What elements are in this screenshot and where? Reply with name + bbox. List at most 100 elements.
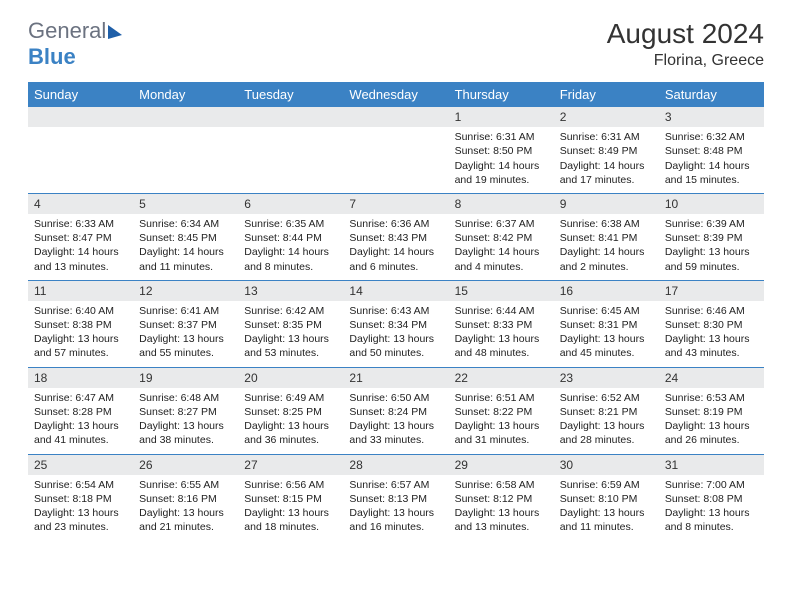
sunset-line: Sunset: 8:16 PM [139, 492, 232, 506]
daylight-line: Daylight: 14 hours and 17 minutes. [560, 159, 653, 187]
calendar-day-cell: 26Sunrise: 6:55 AMSunset: 8:16 PMDayligh… [133, 454, 238, 540]
calendar-day-cell: 8Sunrise: 6:37 AMSunset: 8:42 PMDaylight… [449, 193, 554, 280]
day-number: 26 [133, 455, 238, 475]
day-content: Sunrise: 6:31 AMSunset: 8:49 PMDaylight:… [554, 127, 659, 193]
day-content: Sunrise: 6:39 AMSunset: 8:39 PMDaylight:… [659, 214, 764, 280]
calendar-body: 1Sunrise: 6:31 AMSunset: 8:50 PMDaylight… [28, 107, 764, 540]
sunset-line: Sunset: 8:12 PM [455, 492, 548, 506]
daylight-line: Daylight: 13 hours and 45 minutes. [560, 332, 653, 360]
calendar-day-cell: 24Sunrise: 6:53 AMSunset: 8:19 PMDayligh… [659, 367, 764, 454]
column-header: Monday [133, 82, 238, 107]
day-number: 18 [28, 368, 133, 388]
calendar-day-cell: 17Sunrise: 6:46 AMSunset: 8:30 PMDayligh… [659, 280, 764, 367]
day-content: Sunrise: 6:51 AMSunset: 8:22 PMDaylight:… [449, 388, 554, 454]
daylight-line: Daylight: 13 hours and 43 minutes. [665, 332, 758, 360]
day-number: 5 [133, 194, 238, 214]
column-header: Tuesday [238, 82, 343, 107]
daylight-line: Daylight: 14 hours and 13 minutes. [34, 245, 127, 273]
sunrise-line: Sunrise: 6:56 AM [244, 478, 337, 492]
day-number-empty [238, 107, 343, 127]
sunrise-line: Sunrise: 6:36 AM [349, 217, 442, 231]
daylight-line: Daylight: 14 hours and 19 minutes. [455, 159, 548, 187]
daylight-line: Daylight: 13 hours and 28 minutes. [560, 419, 653, 447]
day-content: Sunrise: 6:58 AMSunset: 8:12 PMDaylight:… [449, 475, 554, 541]
day-content: Sunrise: 6:43 AMSunset: 8:34 PMDaylight:… [343, 301, 448, 367]
daylight-line: Daylight: 13 hours and 48 minutes. [455, 332, 548, 360]
day-number: 28 [343, 455, 448, 475]
sunset-line: Sunset: 8:30 PM [665, 318, 758, 332]
calendar-day-cell: 25Sunrise: 6:54 AMSunset: 8:18 PMDayligh… [28, 454, 133, 540]
daylight-line: Daylight: 13 hours and 8 minutes. [665, 506, 758, 534]
sunrise-line: Sunrise: 6:53 AM [665, 391, 758, 405]
calendar-day-cell: 22Sunrise: 6:51 AMSunset: 8:22 PMDayligh… [449, 367, 554, 454]
daylight-line: Daylight: 13 hours and 33 minutes. [349, 419, 442, 447]
day-number: 6 [238, 194, 343, 214]
day-content: Sunrise: 6:59 AMSunset: 8:10 PMDaylight:… [554, 475, 659, 541]
day-content: Sunrise: 6:35 AMSunset: 8:44 PMDaylight:… [238, 214, 343, 280]
day-content: Sunrise: 6:57 AMSunset: 8:13 PMDaylight:… [343, 475, 448, 541]
sunrise-line: Sunrise: 6:44 AM [455, 304, 548, 318]
daylight-line: Daylight: 14 hours and 4 minutes. [455, 245, 548, 273]
sunset-line: Sunset: 8:31 PM [560, 318, 653, 332]
daylight-line: Daylight: 13 hours and 13 minutes. [455, 506, 548, 534]
calendar-week-row: 4Sunrise: 6:33 AMSunset: 8:47 PMDaylight… [28, 193, 764, 280]
day-content: Sunrise: 6:36 AMSunset: 8:43 PMDaylight:… [343, 214, 448, 280]
sunrise-line: Sunrise: 6:57 AM [349, 478, 442, 492]
daylight-line: Daylight: 13 hours and 23 minutes. [34, 506, 127, 534]
logo-word2: Blue [28, 44, 76, 69]
sunrise-line: Sunrise: 6:47 AM [34, 391, 127, 405]
calendar-day-cell: 11Sunrise: 6:40 AMSunset: 8:38 PMDayligh… [28, 280, 133, 367]
day-content: Sunrise: 6:45 AMSunset: 8:31 PMDaylight:… [554, 301, 659, 367]
daylight-line: Daylight: 13 hours and 53 minutes. [244, 332, 337, 360]
day-content: Sunrise: 6:33 AMSunset: 8:47 PMDaylight:… [28, 214, 133, 280]
day-content: Sunrise: 6:55 AMSunset: 8:16 PMDaylight:… [133, 475, 238, 541]
sunrise-line: Sunrise: 6:34 AM [139, 217, 232, 231]
day-number: 1 [449, 107, 554, 127]
calendar-day-cell: 21Sunrise: 6:50 AMSunset: 8:24 PMDayligh… [343, 367, 448, 454]
day-number: 19 [133, 368, 238, 388]
sunrise-line: Sunrise: 6:31 AM [560, 130, 653, 144]
sunrise-line: Sunrise: 6:40 AM [34, 304, 127, 318]
sunset-line: Sunset: 8:08 PM [665, 492, 758, 506]
calendar-day-cell: 19Sunrise: 6:48 AMSunset: 8:27 PMDayligh… [133, 367, 238, 454]
day-number: 14 [343, 281, 448, 301]
day-content-empty [133, 127, 238, 185]
calendar-day-cell [343, 107, 448, 193]
column-header: Saturday [659, 82, 764, 107]
day-content-empty [238, 127, 343, 185]
day-content: Sunrise: 6:44 AMSunset: 8:33 PMDaylight:… [449, 301, 554, 367]
calendar-day-cell: 16Sunrise: 6:45 AMSunset: 8:31 PMDayligh… [554, 280, 659, 367]
sunrise-line: Sunrise: 6:32 AM [665, 130, 758, 144]
daylight-line: Daylight: 13 hours and 16 minutes. [349, 506, 442, 534]
sunset-line: Sunset: 8:13 PM [349, 492, 442, 506]
day-content: Sunrise: 6:42 AMSunset: 8:35 PMDaylight:… [238, 301, 343, 367]
sunset-line: Sunset: 8:25 PM [244, 405, 337, 419]
column-header: Sunday [28, 82, 133, 107]
calendar-table: SundayMondayTuesdayWednesdayThursdayFrid… [28, 82, 764, 540]
day-number: 27 [238, 455, 343, 475]
column-header: Thursday [449, 82, 554, 107]
sunrise-line: Sunrise: 6:31 AM [455, 130, 548, 144]
calendar-day-cell: 5Sunrise: 6:34 AMSunset: 8:45 PMDaylight… [133, 193, 238, 280]
calendar-day-cell: 9Sunrise: 6:38 AMSunset: 8:41 PMDaylight… [554, 193, 659, 280]
calendar-day-cell: 23Sunrise: 6:52 AMSunset: 8:21 PMDayligh… [554, 367, 659, 454]
logo-triangle-icon [108, 25, 122, 39]
sunrise-line: Sunrise: 6:52 AM [560, 391, 653, 405]
day-number-empty [343, 107, 448, 127]
calendar-week-row: 1Sunrise: 6:31 AMSunset: 8:50 PMDaylight… [28, 107, 764, 193]
sunrise-line: Sunrise: 6:48 AM [139, 391, 232, 405]
page-title: August 2024 [607, 18, 764, 50]
day-number: 13 [238, 281, 343, 301]
calendar-day-cell: 4Sunrise: 6:33 AMSunset: 8:47 PMDaylight… [28, 193, 133, 280]
day-number: 22 [449, 368, 554, 388]
sunset-line: Sunset: 8:38 PM [34, 318, 127, 332]
sunset-line: Sunset: 8:28 PM [34, 405, 127, 419]
daylight-line: Daylight: 13 hours and 11 minutes. [560, 506, 653, 534]
calendar-day-cell: 12Sunrise: 6:41 AMSunset: 8:37 PMDayligh… [133, 280, 238, 367]
sunset-line: Sunset: 8:39 PM [665, 231, 758, 245]
day-number: 11 [28, 281, 133, 301]
sunset-line: Sunset: 8:10 PM [560, 492, 653, 506]
day-number: 24 [659, 368, 764, 388]
sunrise-line: Sunrise: 6:39 AM [665, 217, 758, 231]
day-number: 3 [659, 107, 764, 127]
